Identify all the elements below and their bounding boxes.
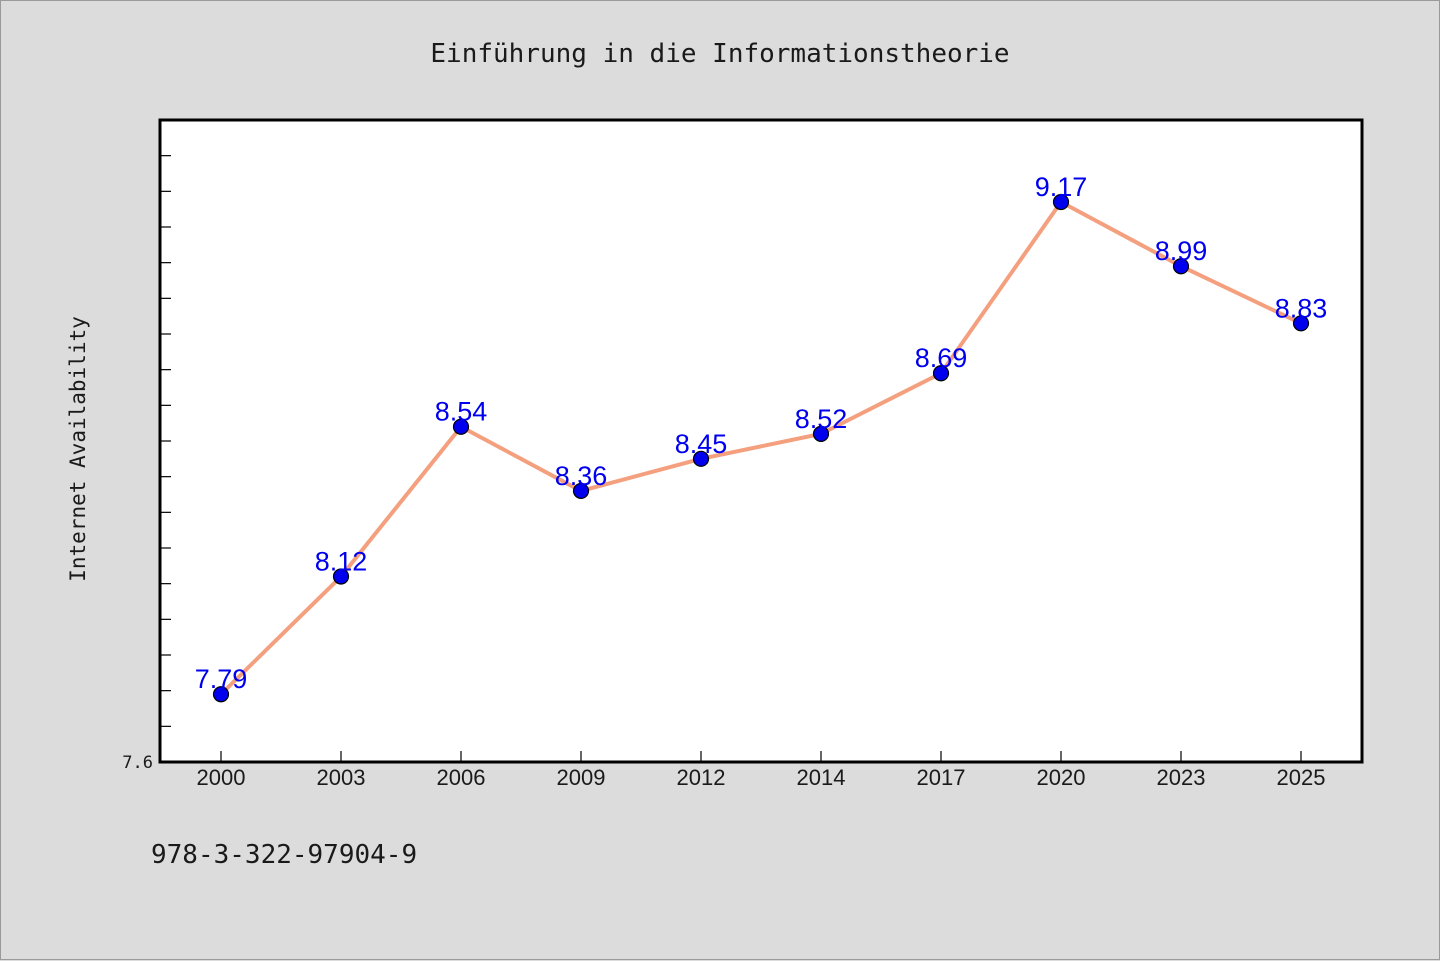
data-label: 8.54	[435, 397, 488, 427]
data-label: 9.17	[1035, 172, 1088, 202]
x-tick-label: 2012	[677, 765, 726, 790]
y-tick-label: 7.6	[122, 753, 153, 773]
x-tick-label: 2009	[557, 765, 606, 790]
data-label: 8.36	[555, 461, 608, 491]
data-point	[692, 450, 710, 467]
data-point	[572, 482, 590, 500]
plot-area	[158, 118, 1364, 764]
data-point	[1052, 193, 1070, 211]
x-tick-label: 2020	[1037, 765, 1086, 790]
data-label: 8.52	[795, 404, 848, 434]
y-axis-title: Internet Availability	[66, 316, 90, 582]
chart-title: Einführung in die Informationstheorie	[430, 39, 1009, 69]
x-tick-label: 2023	[1157, 765, 1206, 790]
data-point	[812, 425, 830, 442]
x-tick-label: 2025	[1277, 765, 1326, 790]
data-label: 8.99	[1155, 236, 1208, 266]
data-label: 8.45	[675, 429, 728, 459]
data-label: 8.69	[915, 343, 968, 373]
data-point	[332, 568, 350, 585]
series-line	[219, 200, 1303, 697]
data-point	[932, 365, 950, 382]
data-point	[1172, 258, 1190, 275]
x-tick-label: 2017	[917, 765, 966, 790]
data-point	[452, 418, 470, 435]
data-label: 7.79	[195, 664, 248, 694]
x-tick-label: 2000	[197, 765, 246, 790]
data-label: 8.12	[315, 547, 368, 577]
x-tick-label: 2014	[797, 765, 846, 790]
x-tick-label: 2006	[437, 765, 486, 790]
y-axis-ticks: 7.6	[122, 155, 171, 773]
isbn-label: 978-3-322-97904-9	[151, 840, 417, 870]
x-axis-ticks: 2000 2003 2006 2009 2012 2014 2017 2020 2023 2025	[197, 751, 1326, 790]
data-label: 8.83	[1275, 293, 1328, 323]
data-point	[1292, 315, 1310, 332]
data-point	[212, 686, 230, 703]
x-tick-label: 2003	[317, 765, 366, 790]
series-line-group: 7.79 8.12 8.54 8.36 8.45 8.52 8.69 9.17 8.99 8.83	[195, 172, 1328, 703]
